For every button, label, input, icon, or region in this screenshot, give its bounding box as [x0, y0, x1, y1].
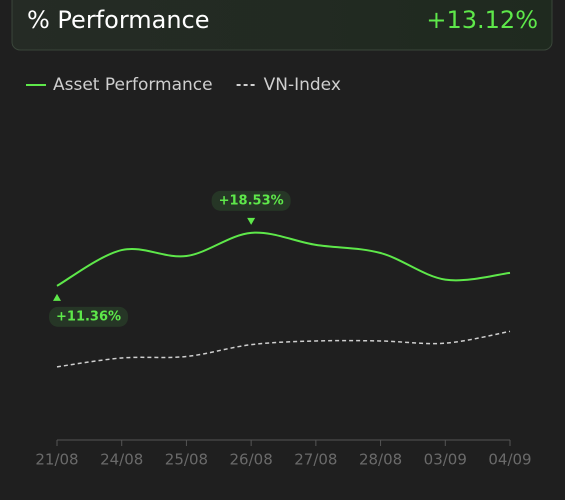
- value-label: +18.53%: [219, 193, 284, 208]
- x-tick-label: 25/08: [165, 451, 208, 469]
- value-label: +11.36%: [56, 309, 121, 324]
- series-line: [56, 231, 511, 287]
- header-card: [11, 0, 553, 51]
- x-tick-label: 27/08: [294, 451, 337, 469]
- legend-label: Asset Performance: [53, 75, 213, 95]
- x-tick-label: 26/08: [230, 451, 273, 469]
- x-tick-label: 04/09: [488, 451, 531, 469]
- value-label-bg: [211, 190, 291, 211]
- point-marker: [53, 293, 61, 301]
- series-line: [56, 330, 511, 368]
- header-value: +13.12%: [426, 6, 538, 34]
- value-label-bg: [49, 306, 129, 327]
- legend-label: VN-Index: [264, 75, 341, 95]
- point-marker: [247, 217, 256, 225]
- x-tick-label: 24/08: [100, 451, 143, 469]
- x-tick-label: 03/09: [424, 451, 467, 469]
- x-tick-label: 28/08: [359, 451, 402, 469]
- x-tick-label: 21/08: [35, 451, 78, 469]
- header-title: % Performance: [27, 6, 210, 34]
